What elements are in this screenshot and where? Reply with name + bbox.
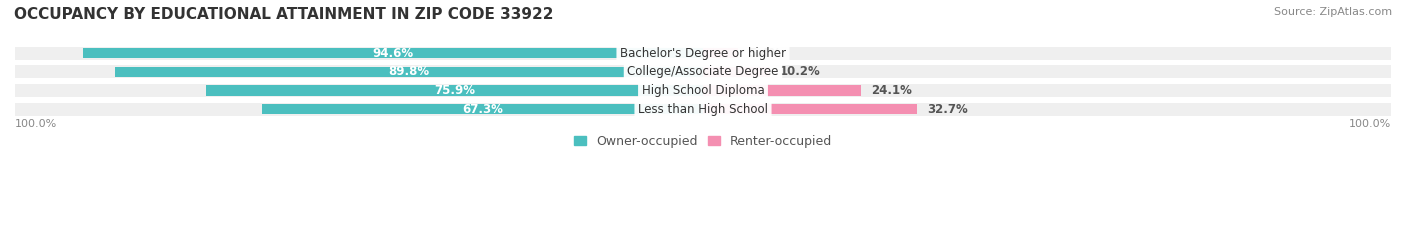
- Legend: Owner-occupied, Renter-occupied: Owner-occupied, Renter-occupied: [568, 130, 838, 153]
- Bar: [15, 84, 1391, 97]
- Bar: [703, 104, 917, 114]
- Bar: [262, 104, 703, 114]
- Text: 100.0%: 100.0%: [15, 119, 58, 129]
- Bar: [15, 47, 1391, 60]
- Text: OCCUPANCY BY EDUCATIONAL ATTAINMENT IN ZIP CODE 33922: OCCUPANCY BY EDUCATIONAL ATTAINMENT IN Z…: [14, 7, 554, 22]
- Text: Less than High School: Less than High School: [638, 103, 768, 116]
- Text: High School Diploma: High School Diploma: [641, 84, 765, 97]
- Bar: [703, 85, 860, 96]
- Bar: [205, 85, 703, 96]
- Text: 100.0%: 100.0%: [1348, 119, 1391, 129]
- Text: 94.6%: 94.6%: [373, 47, 413, 60]
- Text: 24.1%: 24.1%: [870, 84, 911, 97]
- Bar: [703, 48, 738, 58]
- Text: Bachelor's Degree or higher: Bachelor's Degree or higher: [620, 47, 786, 60]
- Bar: [15, 65, 1391, 78]
- Bar: [15, 103, 1391, 116]
- Bar: [83, 48, 703, 58]
- Text: 89.8%: 89.8%: [388, 65, 429, 78]
- Bar: [115, 67, 703, 77]
- Bar: [703, 67, 770, 77]
- Text: 32.7%: 32.7%: [927, 103, 967, 116]
- Text: 5.4%: 5.4%: [748, 47, 782, 60]
- Text: Source: ZipAtlas.com: Source: ZipAtlas.com: [1274, 7, 1392, 17]
- Text: 75.9%: 75.9%: [434, 84, 475, 97]
- Text: College/Associate Degree: College/Associate Degree: [627, 65, 779, 78]
- Text: 10.2%: 10.2%: [780, 65, 821, 78]
- Text: 67.3%: 67.3%: [463, 103, 503, 116]
